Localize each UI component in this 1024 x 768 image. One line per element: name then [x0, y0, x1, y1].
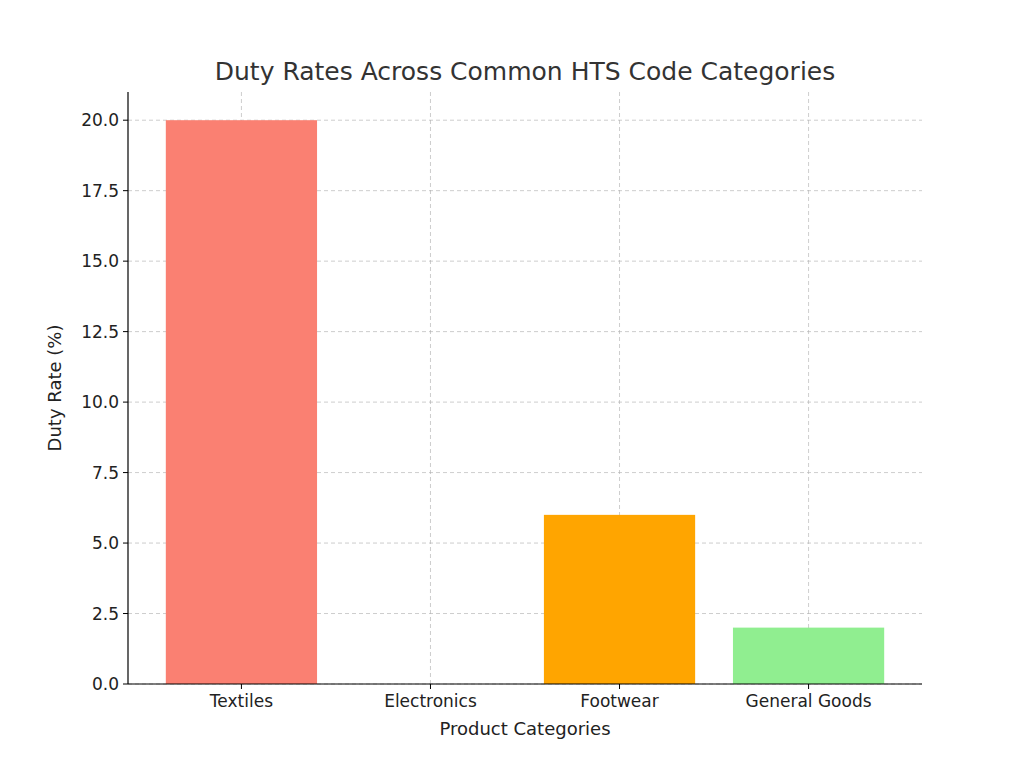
y-tick-label: 12.5: [81, 322, 119, 342]
chart-container: 0.0 2.5 5.0 7.5 10.0 12.5 15.0 17.5 20.0 Textiles…: [0, 0, 1024, 768]
x-tick-label: General Goods: [746, 691, 872, 711]
x-tick: [241, 684, 242, 689]
x-axis-label: Product Categories: [439, 718, 610, 739]
y-tick-label: 0.0: [92, 674, 119, 694]
y-tick: [123, 543, 128, 544]
y-tick: [123, 402, 128, 403]
bar: [166, 120, 317, 684]
y-tick-label: 5.0: [92, 533, 119, 553]
y-tick: [123, 190, 128, 191]
y-tick: [123, 613, 128, 614]
x-tick: [619, 684, 620, 689]
chart-title: Duty Rates Across Common HTS Code Catego…: [215, 57, 836, 86]
x-tick: [430, 684, 431, 689]
x-tick-label: Footwear: [580, 691, 658, 711]
y-tick-label: 7.5: [92, 463, 119, 483]
bar: [733, 628, 884, 684]
grid-line-x: [808, 92, 809, 684]
x-tick-label: Textiles: [209, 691, 273, 711]
y-tick: [123, 472, 128, 473]
bar: [544, 515, 695, 684]
chart-svg: 0.0 2.5 5.0 7.5 10.0 12.5 15.0 17.5 20.0 Textiles…: [0, 0, 1024, 768]
y-tick-label: 20.0: [81, 110, 119, 130]
bars: [166, 120, 884, 684]
y-tick-label: 2.5: [92, 604, 119, 624]
y-axis-line: [127, 92, 128, 684]
y-tick-label: 15.0: [81, 251, 119, 271]
y-tick: [123, 261, 128, 262]
x-tick: [808, 684, 809, 689]
y-tick-label: 10.0: [81, 392, 119, 412]
grid-line-y: [128, 684, 922, 685]
x-tick-label: Electronics: [384, 691, 477, 711]
grid-line-x: [430, 92, 431, 684]
y-axis-label: Duty Rate (%): [44, 325, 65, 452]
y-tick: [123, 331, 128, 332]
y-tick-label: 17.5: [81, 181, 119, 201]
x-axis-line: [128, 683, 922, 684]
y-tick: [123, 684, 128, 685]
y-tick: [123, 120, 128, 121]
